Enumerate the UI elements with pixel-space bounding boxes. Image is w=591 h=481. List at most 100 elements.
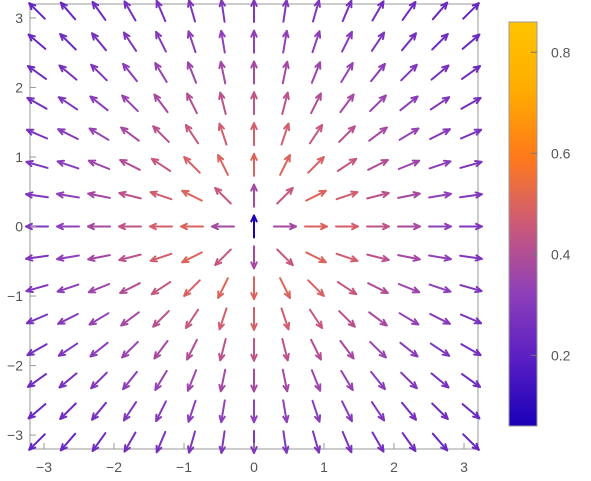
arrow-shaft [428, 160, 452, 170]
arrow-shaft [367, 282, 389, 294]
arrow-head [250, 152, 258, 161]
vector-arrow [180, 222, 204, 231]
arrow-head [87, 159, 97, 167]
x-tick-label: 2 [390, 459, 398, 475]
vector-arrow [25, 160, 49, 169]
arrow-shaft [282, 29, 288, 54]
vector-arrow [431, 1, 449, 21]
arrow-head [181, 256, 190, 264]
arrow-head [186, 383, 194, 392]
arrow-head [186, 92, 194, 101]
arrow-head [121, 350, 130, 359]
arrow-shaft [305, 189, 327, 202]
arrow-head [218, 414, 226, 424]
arrow-head [411, 286, 421, 294]
vector-arrow [369, 340, 387, 359]
vector-arrow [57, 342, 79, 357]
vector-arrow [282, 399, 290, 424]
arrow-head [57, 317, 66, 325]
arrow-shaft [25, 284, 49, 293]
vector-arrow [459, 313, 483, 325]
arrow-shaft [57, 342, 79, 357]
vector-arrow [218, 368, 227, 393]
vector-arrow [119, 282, 141, 294]
arrow-shaft [26, 343, 48, 357]
arrow-shaft [459, 313, 483, 325]
arrow-head [351, 222, 359, 231]
arrow-shaft [366, 253, 390, 261]
arrow-head [378, 381, 386, 391]
arrow-shaft [219, 91, 227, 115]
arrow-shaft [431, 402, 449, 420]
arrow-head [380, 287, 389, 294]
arrow-shaft [308, 308, 324, 329]
arrow-head [314, 30, 322, 39]
arrow-head [120, 126, 129, 135]
arrow-shaft [397, 192, 421, 199]
arrow-head [350, 190, 359, 198]
arrow-head [184, 124, 193, 133]
vector-arrow [181, 251, 203, 264]
vector-arrow [187, 0, 196, 23]
vector-arrow [59, 1, 77, 21]
arrow-shaft [336, 281, 358, 296]
vector-arrow [250, 29, 258, 54]
vector-arrow [88, 127, 110, 141]
arrow-head [211, 222, 219, 231]
vector-arrow [27, 65, 47, 80]
vector-arrow [218, 399, 226, 424]
arrow-head [379, 318, 388, 327]
vector-arrow [186, 92, 198, 115]
vector-arrow [250, 183, 258, 208]
arrow-shaft [461, 33, 481, 50]
vector-arrow [336, 281, 358, 296]
vector-arrow [276, 248, 294, 267]
vector-arrow [367, 282, 389, 294]
vector-arrow [181, 189, 203, 202]
vector-arrow [397, 222, 421, 231]
vector-arrow [218, 0, 226, 23]
vector-arrow [280, 122, 291, 146]
vector-arrow [250, 152, 258, 177]
arrow-head [186, 61, 194, 70]
arrow-shaft [219, 368, 227, 393]
arrow-head [440, 412, 449, 420]
colorbar-gradient [508, 21, 538, 427]
vector-arrow [273, 222, 297, 231]
x-tick-label: 0 [250, 459, 258, 475]
arrow-shaft [90, 371, 108, 390]
arrow-head [56, 191, 65, 199]
arrow-head [348, 287, 358, 296]
vector-arrow [459, 191, 483, 199]
arrow-head [378, 62, 386, 72]
arrow-head [187, 445, 195, 454]
arrow-head [186, 30, 194, 39]
vector-arrow [282, 430, 290, 454]
vector-arrow [370, 370, 386, 391]
arrow-head [150, 157, 160, 166]
arrow-shaft [58, 372, 78, 389]
arrow-head [58, 380, 67, 389]
vector-arrow [87, 283, 111, 294]
arrow-shaft [56, 254, 80, 261]
arrow-shaft [338, 310, 356, 328]
arrow-shaft [276, 248, 294, 267]
vector-arrow [335, 190, 359, 201]
vector-arrow [400, 63, 418, 82]
arrow-head [345, 30, 353, 40]
arrow-head [409, 381, 418, 390]
arrow-head [444, 222, 452, 231]
arrow-head [118, 222, 126, 231]
arrow-head [59, 33, 68, 41]
vector-arrow [121, 340, 139, 359]
arrow-shaft [188, 0, 196, 23]
vector-arrow [308, 308, 324, 329]
arrow-head [250, 0, 258, 7]
arrow-head [25, 128, 35, 136]
vector-arrow [307, 279, 325, 297]
arrow-head [218, 0, 226, 8]
vector-arrow [401, 32, 417, 52]
arrow-shaft [371, 431, 385, 453]
arrow-head [315, 320, 324, 329]
arrow-head [441, 380, 450, 389]
